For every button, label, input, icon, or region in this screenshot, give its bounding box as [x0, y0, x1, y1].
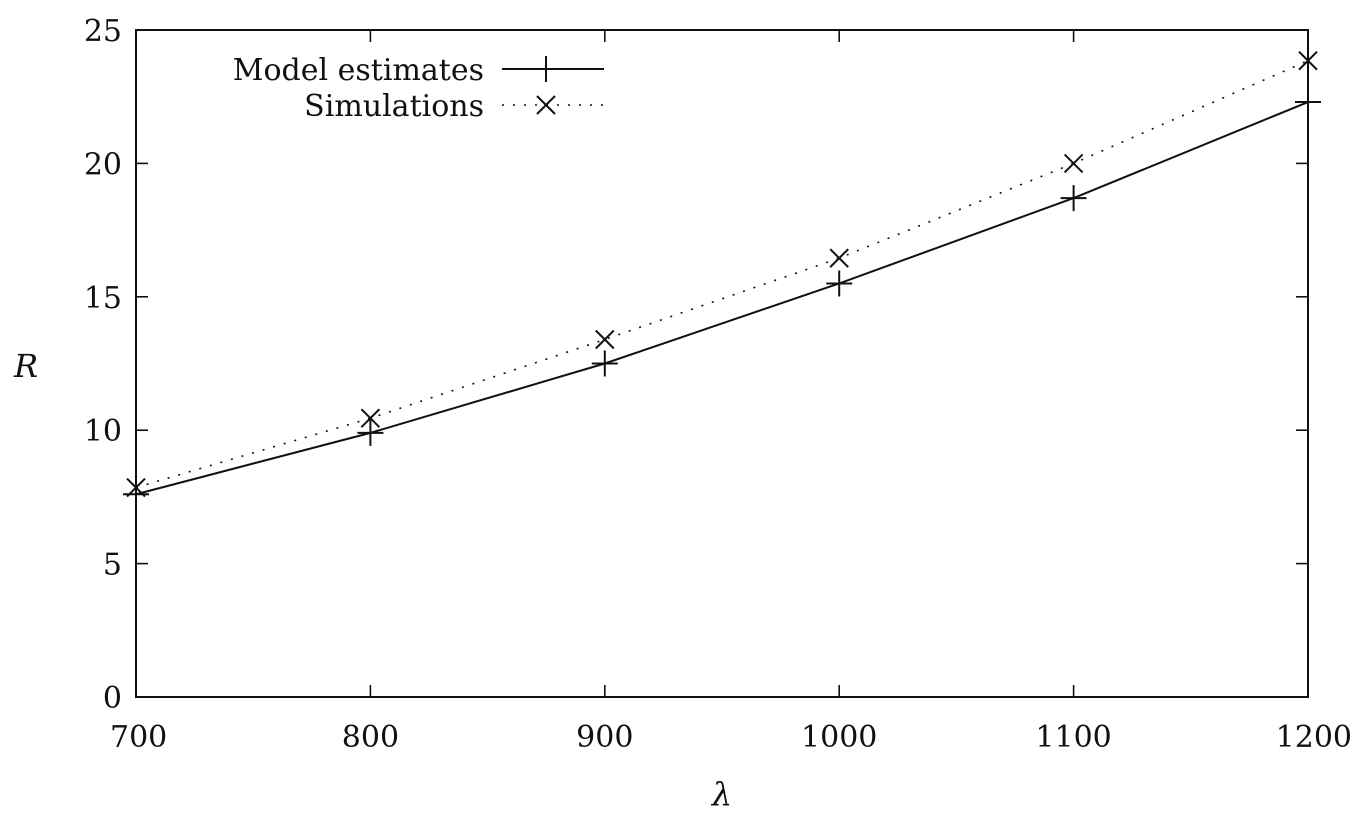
x-tick-label-1: 800 — [342, 720, 399, 755]
series-markers — [123, 50, 1321, 508]
x-tick-label-4: 1100 — [1035, 720, 1111, 755]
x-tick-label-2: 900 — [576, 720, 633, 755]
x-tick-label-0: 700 — [110, 720, 167, 755]
plot-frame — [135, 29, 1309, 698]
x-tick-label-5: 1200 — [1276, 720, 1352, 755]
data-point-s0-2 — [591, 350, 618, 377]
y-axis-label: R — [13, 347, 38, 385]
tick-labels: 700 800 900 1000 1100 1200 0 5 10 15 20 25 — [84, 14, 1352, 755]
legend-marker-model — [533, 56, 559, 82]
legend-label-model: Model estimates — [233, 53, 484, 88]
data-point-s1-1 — [360, 408, 381, 428]
data-point-s0-1 — [357, 419, 384, 446]
series-line-0 — [135, 101, 1309, 496]
y-tick-label-4: 20 — [84, 147, 122, 182]
axis-ticks — [135, 29, 1309, 698]
legend-marker-simulations — [536, 95, 556, 115]
y-tick-label-5: 25 — [84, 14, 122, 49]
x-tick-label-3: 1000 — [801, 720, 877, 755]
y-tick-label-2: 10 — [84, 414, 122, 449]
data-point-s1-2 — [595, 329, 615, 350]
series-lines — [135, 59, 1309, 496]
series-line-1 — [135, 59, 1309, 489]
data-point-s0-3 — [826, 270, 853, 297]
legend: Model estimates Simulations — [233, 53, 604, 124]
data-point-s0-4 — [1060, 185, 1087, 212]
data-point-s1-4 — [1063, 153, 1084, 174]
y-tick-label-0: 0 — [103, 681, 122, 716]
x-axis-label: λ — [710, 775, 732, 813]
y-tick-label-1: 5 — [103, 548, 122, 583]
y-tick-label-3: 15 — [84, 281, 122, 316]
legend-label-simulations: Simulations — [304, 89, 484, 124]
data-point-s1-3 — [829, 248, 849, 268]
